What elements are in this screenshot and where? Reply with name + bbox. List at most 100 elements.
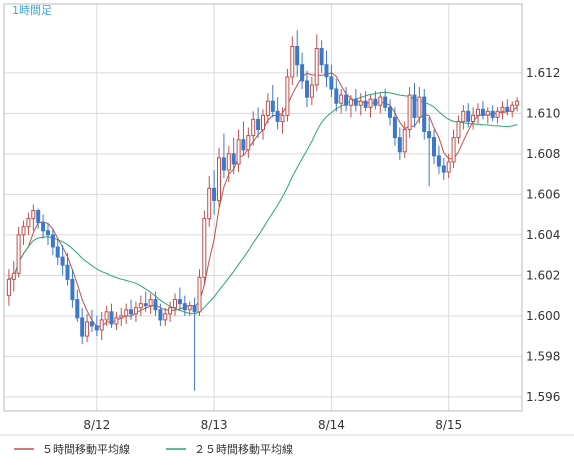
- candle-body: [427, 131, 432, 139]
- x-tick-label: 8/14: [318, 418, 345, 432]
- candle: [241, 121, 246, 156]
- candle-body: [85, 321, 90, 337]
- candle: [436, 145, 441, 175]
- candle: [197, 269, 202, 316]
- candle-body: [344, 94, 349, 106]
- candle-body: [70, 278, 75, 301]
- candle-body: [221, 157, 226, 171]
- candle: [461, 105, 466, 130]
- candle-body: [89, 321, 94, 327]
- candle-body: [309, 84, 314, 98]
- candle: [353, 89, 358, 112]
- candle: [358, 93, 363, 116]
- candle: [348, 95, 353, 118]
- candle: [280, 107, 285, 134]
- candles: [6, 30, 520, 391]
- candle: [143, 291, 148, 312]
- candle-body: [236, 139, 241, 165]
- candle: [21, 220, 26, 245]
- candle: [471, 107, 476, 130]
- candle: [402, 121, 407, 158]
- candle-body: [500, 106, 505, 112]
- candle-body: [148, 299, 153, 307]
- candle: [182, 295, 187, 316]
- timeframe-label: 1時間足: [12, 4, 52, 17]
- candle-body: [490, 110, 495, 118]
- candle: [148, 293, 153, 314]
- candle: [456, 115, 461, 144]
- y-tick-label: 1.600: [526, 309, 560, 323]
- candle: [192, 297, 197, 391]
- candle-body: [495, 110, 500, 118]
- candle-body: [197, 276, 202, 313]
- candle: [261, 109, 265, 140]
- candle: [133, 301, 138, 322]
- candle-body: [334, 88, 339, 104]
- candle: [505, 99, 510, 116]
- candle: [173, 293, 177, 316]
- candle-body: [261, 114, 265, 131]
- candle-body: [246, 135, 251, 151]
- candle-body: [26, 218, 31, 228]
- candle-body: [412, 94, 417, 118]
- candle-body: [485, 110, 490, 116]
- candle: [109, 303, 114, 328]
- legend-label: ５時間移動平均線: [42, 442, 130, 456]
- candle-body: [60, 256, 65, 266]
- candle-body: [314, 48, 319, 86]
- candle: [441, 157, 446, 181]
- candle: [324, 50, 329, 88]
- candle-body: [305, 80, 309, 98]
- candle-body: [138, 303, 143, 309]
- candle: [339, 89, 344, 114]
- candle-body: [392, 116, 397, 139]
- candle: [285, 68, 290, 122]
- candle-body: [388, 106, 392, 118]
- candle: [417, 87, 422, 124]
- candle-body: [436, 155, 441, 167]
- candle: [363, 91, 368, 112]
- candle-body: [441, 165, 446, 173]
- candle: [226, 145, 231, 183]
- candle-body: [319, 48, 324, 66]
- y-tick-label: 1.606: [526, 187, 560, 201]
- candle-body: [515, 100, 520, 106]
- candle: [309, 76, 314, 106]
- candle: [221, 133, 226, 179]
- candle: [75, 289, 80, 322]
- candle: [383, 89, 388, 112]
- candle: [207, 176, 212, 227]
- candle-body: [466, 110, 471, 122]
- candle-body: [417, 96, 422, 118]
- candle-body: [451, 137, 456, 163]
- candle-body: [241, 139, 246, 151]
- candle: [265, 93, 270, 124]
- y-tick-label: 1.602: [526, 268, 560, 282]
- candle-body: [80, 317, 85, 337]
- candle-body: [99, 319, 104, 331]
- candle-body: [153, 299, 158, 311]
- candle-body: [432, 137, 436, 157]
- candle: [344, 87, 349, 112]
- candle-body: [182, 303, 187, 311]
- candle: [378, 93, 383, 114]
- candle-body: [383, 96, 388, 108]
- candle-body: [217, 157, 221, 201]
- candle: [246, 127, 251, 158]
- candle-body: [329, 76, 334, 90]
- candle-body: [202, 218, 207, 278]
- candle-body: [353, 98, 358, 106]
- candle-body: [256, 118, 261, 131]
- candle: [300, 52, 305, 90]
- candle-body: [129, 309, 133, 315]
- candle: [94, 315, 99, 337]
- candle-body: [290, 46, 295, 78]
- candle: [50, 228, 55, 256]
- x-axis-ticks: 8/12 8/13 8/14 8/15: [83, 418, 462, 432]
- candle: [31, 204, 36, 231]
- candle: [451, 129, 456, 169]
- candle-body: [363, 100, 368, 108]
- candle: [6, 269, 11, 306]
- candle: [187, 301, 192, 316]
